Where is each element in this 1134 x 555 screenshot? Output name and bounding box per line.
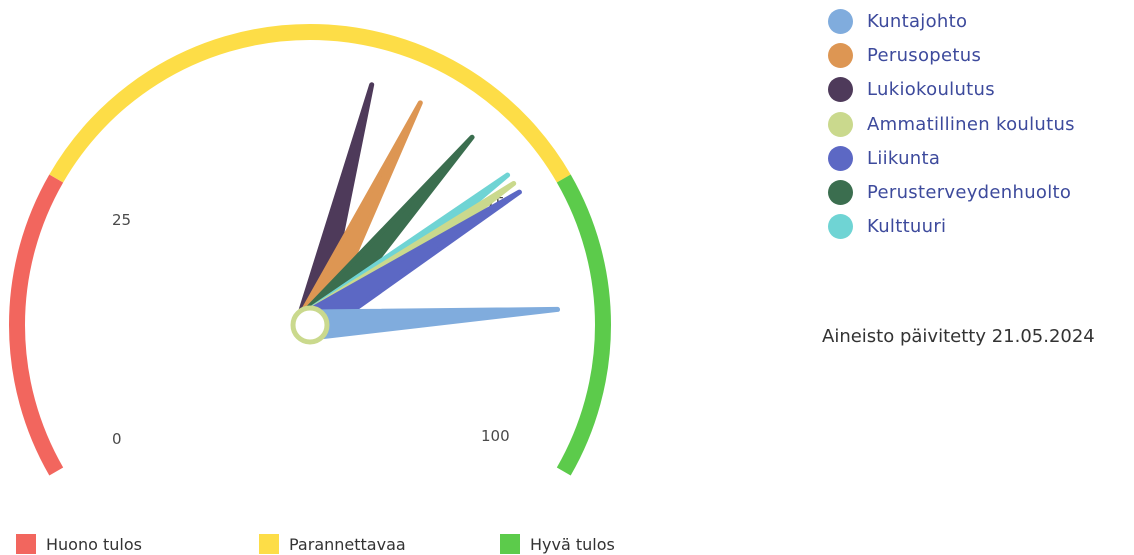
gauge-bands <box>9 24 611 476</box>
legend-label: Lukiokoulutus <box>867 79 995 101</box>
needle-kuntajohto <box>306 306 561 341</box>
band-legend: Huono tulos Parannettavaa Hyvä tulos <box>16 534 615 554</box>
gauge-band-1 <box>49 24 571 183</box>
data-updated-note: Aineisto päivitetty 21.05.2024 <box>822 326 1095 347</box>
tick-label-100: 100 <box>481 427 510 445</box>
band-label: Hyvä tulos <box>530 534 615 554</box>
legend-label: Liikunta <box>867 147 941 169</box>
legend-marker <box>828 42 853 68</box>
gauge-band-2 <box>556 174 611 476</box>
band-label: Parannettavaa <box>289 534 406 554</box>
tick-label-0: 0 <box>112 430 122 448</box>
legend-item-lukiokoulutus[interactable]: Lukiokoulutus <box>828 73 1075 107</box>
band-legend-item-improvable: Parannettavaa <box>259 534 500 554</box>
legend-label: Kulttuuri <box>867 216 947 238</box>
legend-marker <box>828 145 853 171</box>
gauge-chart: 0 25 75 100 <box>9 24 611 476</box>
band-swatch <box>259 534 279 554</box>
legend-item-ammatillinen-koulutus[interactable]: Ammatillinen koulutus <box>828 107 1075 141</box>
legend-marker <box>828 77 853 103</box>
legend-label: Ammatillinen koulutus <box>867 113 1075 135</box>
tick-label-25: 25 <box>112 211 131 229</box>
legend-item-kuntajohto[interactable]: Kuntajohto <box>828 4 1075 38</box>
legend-item-perusopetus[interactable]: Perusopetus <box>828 38 1075 72</box>
series-legend: Kuntajohto Perusopetus Lukiokoulutus Amm… <box>828 4 1075 244</box>
legend-label: Kuntajohto <box>867 10 968 32</box>
gauge-band-0 <box>9 174 64 476</box>
band-label: Huono tulos <box>46 534 142 554</box>
legend-marker <box>828 8 853 34</box>
band-swatch <box>500 534 520 554</box>
legend-marker <box>828 214 853 240</box>
legend-marker <box>828 180 853 206</box>
legend-marker <box>828 111 853 137</box>
legend-item-liikunta[interactable]: Liikunta <box>828 141 1075 175</box>
gauge-pivot <box>290 305 330 345</box>
band-swatch <box>16 534 36 554</box>
band-legend-item-good: Hyvä tulos <box>500 534 615 554</box>
legend-label: Perusterveydenhuolto <box>867 182 1072 204</box>
legend-item-perusterveydenhuolto[interactable]: Perusterveydenhuolto <box>828 175 1075 209</box>
legend-item-kulttuuri[interactable]: Kulttuuri <box>828 210 1075 244</box>
band-legend-item-poor: Huono tulos <box>16 534 259 554</box>
legend-label: Perusopetus <box>867 44 982 66</box>
